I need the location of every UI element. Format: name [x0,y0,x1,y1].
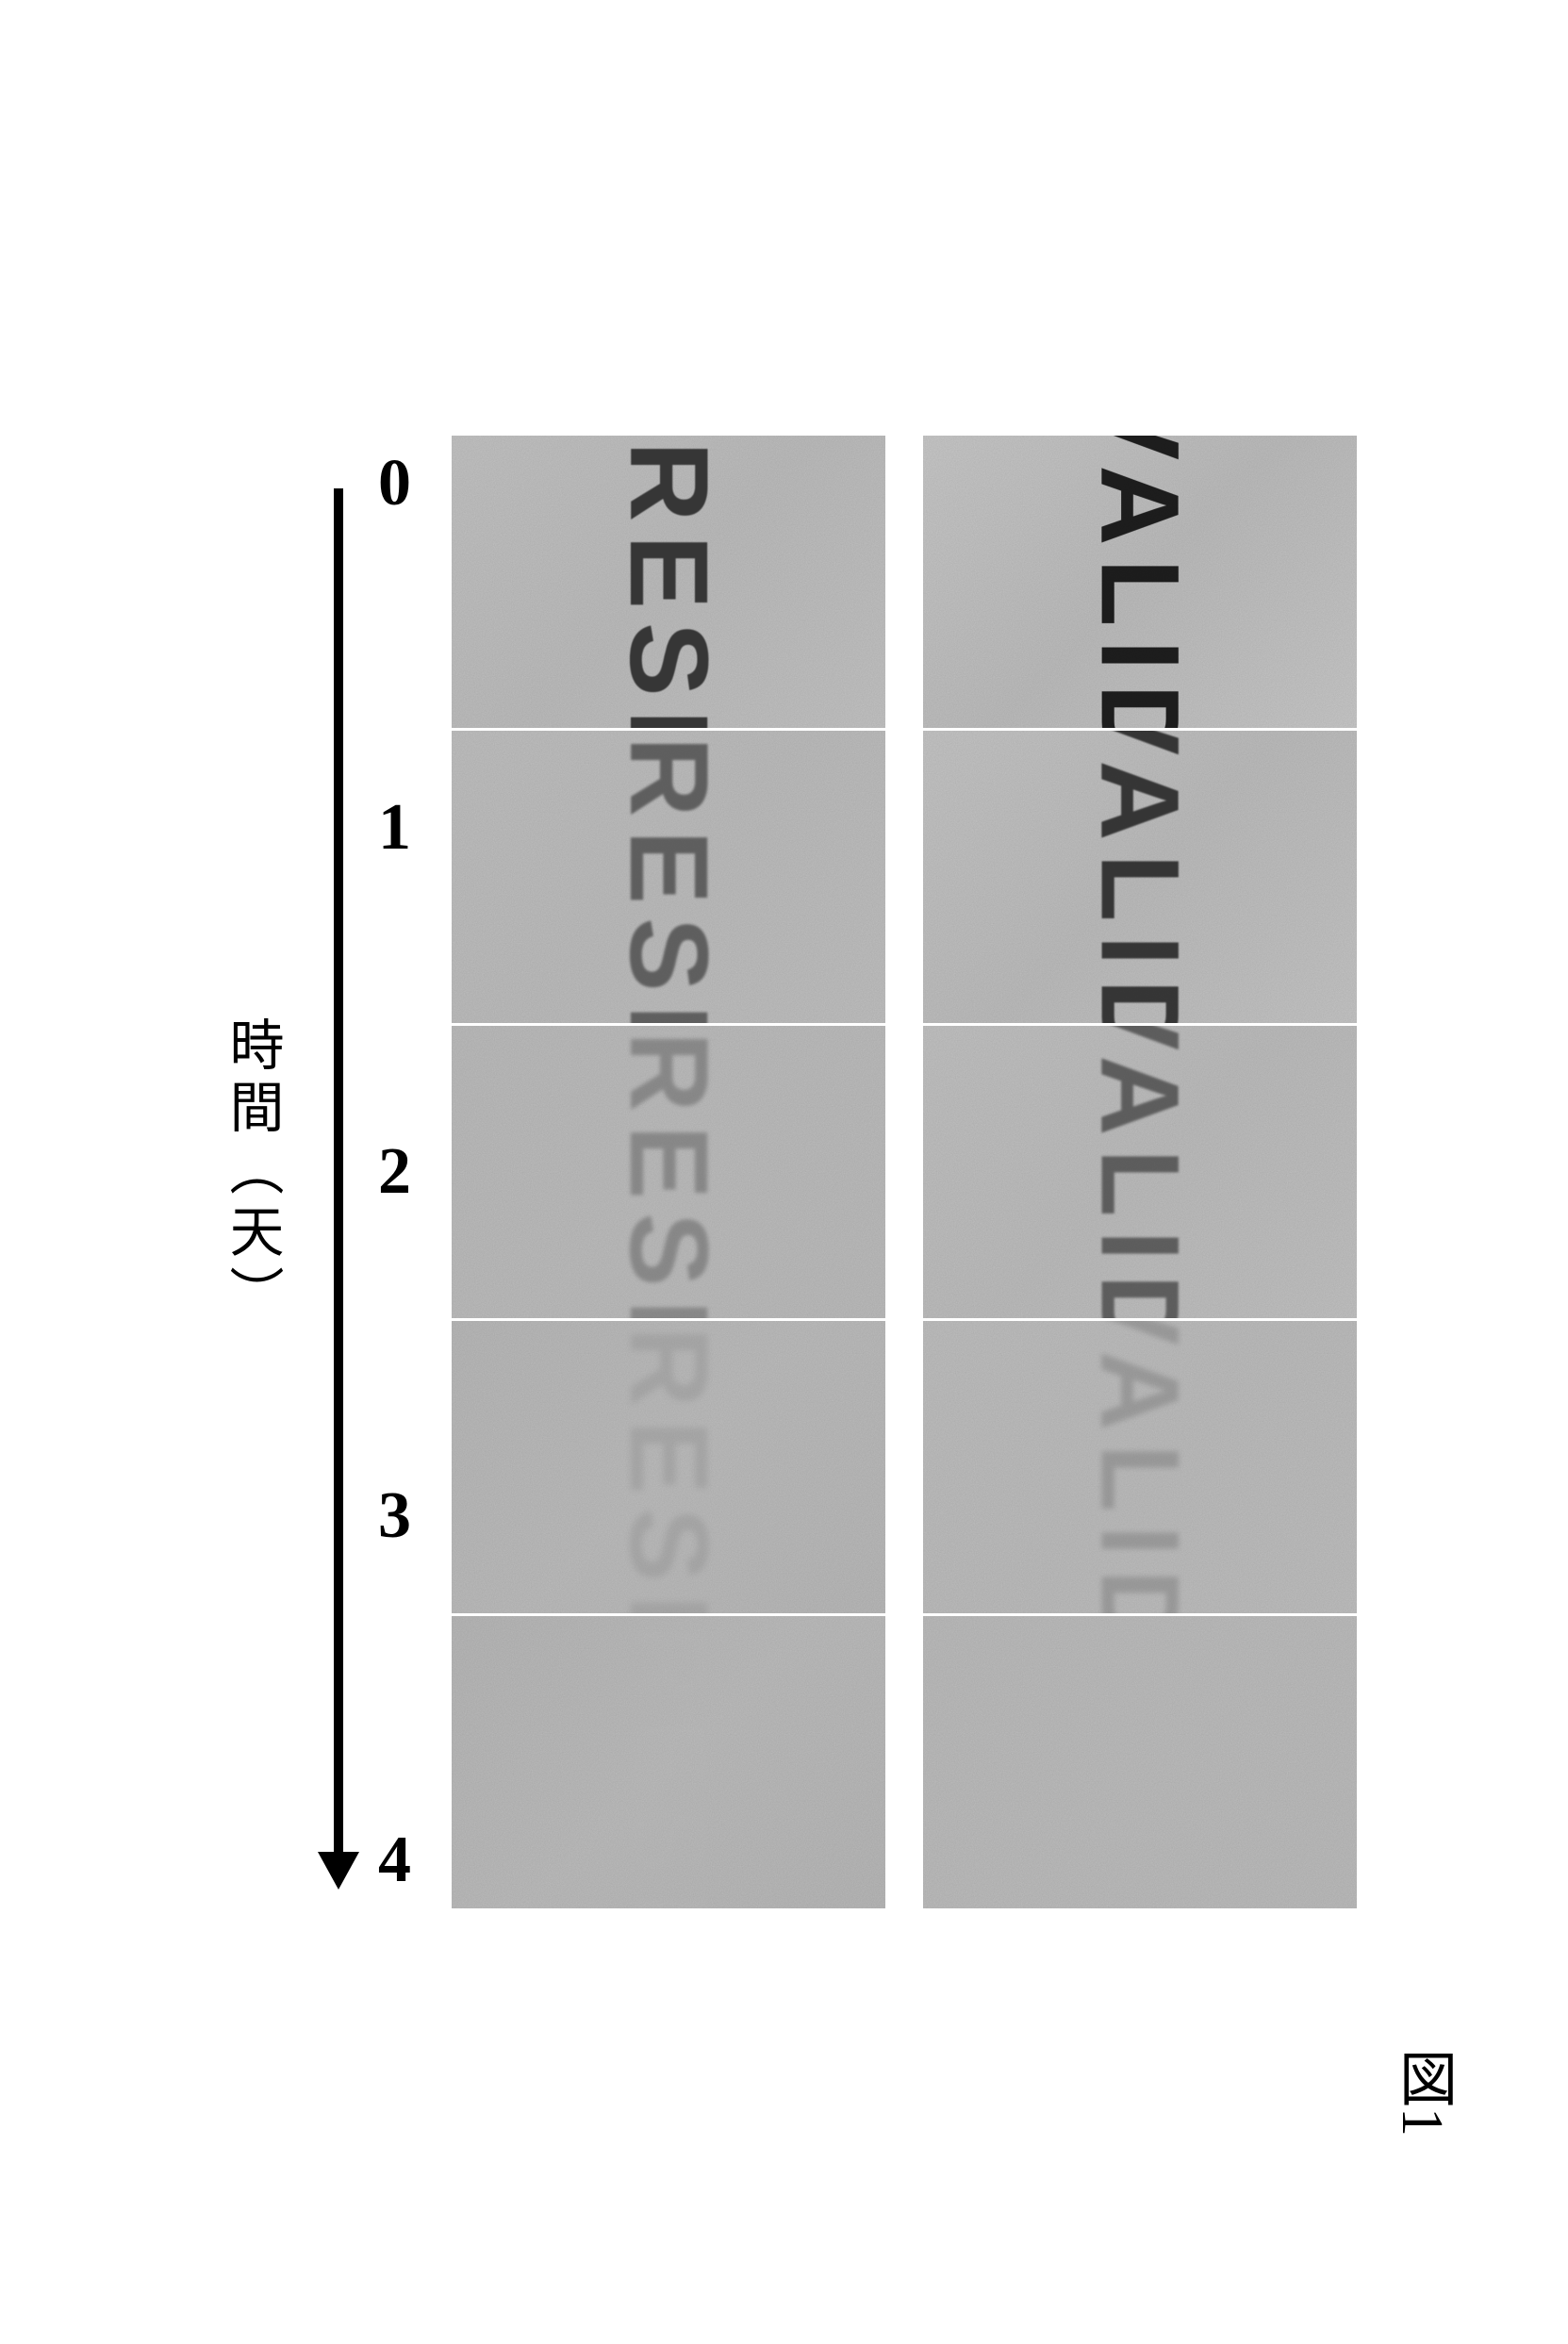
panel: VALID [923,1321,1357,1613]
panel-column: VALIDVALIDVALIDVALIDVALID [923,436,1357,1908]
panel: FRESH [452,436,885,728]
axis-ticks: 0 1 2 3 4 [367,446,423,1898]
panel: VALID [923,1026,1357,1318]
stamp-text: VALID [1084,1321,1196,1613]
stamp-wrap: FRESH [613,1026,724,1318]
panel: VALID [923,436,1357,728]
stamp-wrap: FRESH [613,1616,724,1908]
stamp-text: VALID [1084,436,1196,728]
stamp-wrap: FRESH [613,731,724,1023]
stamp-text: FRESH [613,731,724,1023]
stamp-wrap: VALID [1084,731,1196,1023]
axis-tick: 1 [367,790,423,866]
figure-container: 時間（天） 01234 FRESHFRESHFRESHFRESHFRESHVAL… [212,436,1357,1908]
stamp-text: VALID [1084,1026,1196,1318]
panel: FRESH [452,1321,885,1613]
stamp-text: FRESH [613,1026,724,1318]
stamp-wrap: VALID [1084,1616,1196,1908]
panel-column: FRESHFRESHFRESHFRESHFRESH [452,436,885,1908]
stamp-text: FRESH [613,1321,724,1613]
y-axis-wrap: 時間（天） 0 1 2 3 4 [212,446,423,1898]
stamp-wrap: VALID [1084,1321,1196,1613]
axis-arrow [334,488,343,1856]
panel: FRESH [452,1616,885,1908]
axis-label: 時間（天） [212,1016,291,1328]
axis-arrow-col [334,488,343,1856]
axis-tick: 3 [367,1478,423,1554]
panels-grid: FRESHFRESHFRESHFRESHFRESHVALIDVALIDVALID… [452,436,1357,1908]
stamp-wrap: VALID [1084,1026,1196,1318]
axis-tick: 2 [367,1134,423,1210]
stamp-wrap: VALID [1084,436,1196,728]
panel: FRESH [452,731,885,1023]
panel: VALID [923,1616,1357,1908]
stamp-text: FRESH [613,436,724,728]
stamp-text: VALID [1084,1616,1196,1908]
panel: VALID [923,731,1357,1023]
stamp-text: VALID [1084,731,1196,1023]
stamp-text: FRESH [613,1616,724,1908]
axis-tick: 0 [367,446,423,521]
panel: FRESH [452,1026,885,1318]
axis-tick: 4 [367,1823,423,1898]
figure-caption: 図1 [1379,2049,1464,2137]
stamp-wrap: FRESH [613,436,724,728]
stamp-wrap: FRESH [613,1321,724,1613]
